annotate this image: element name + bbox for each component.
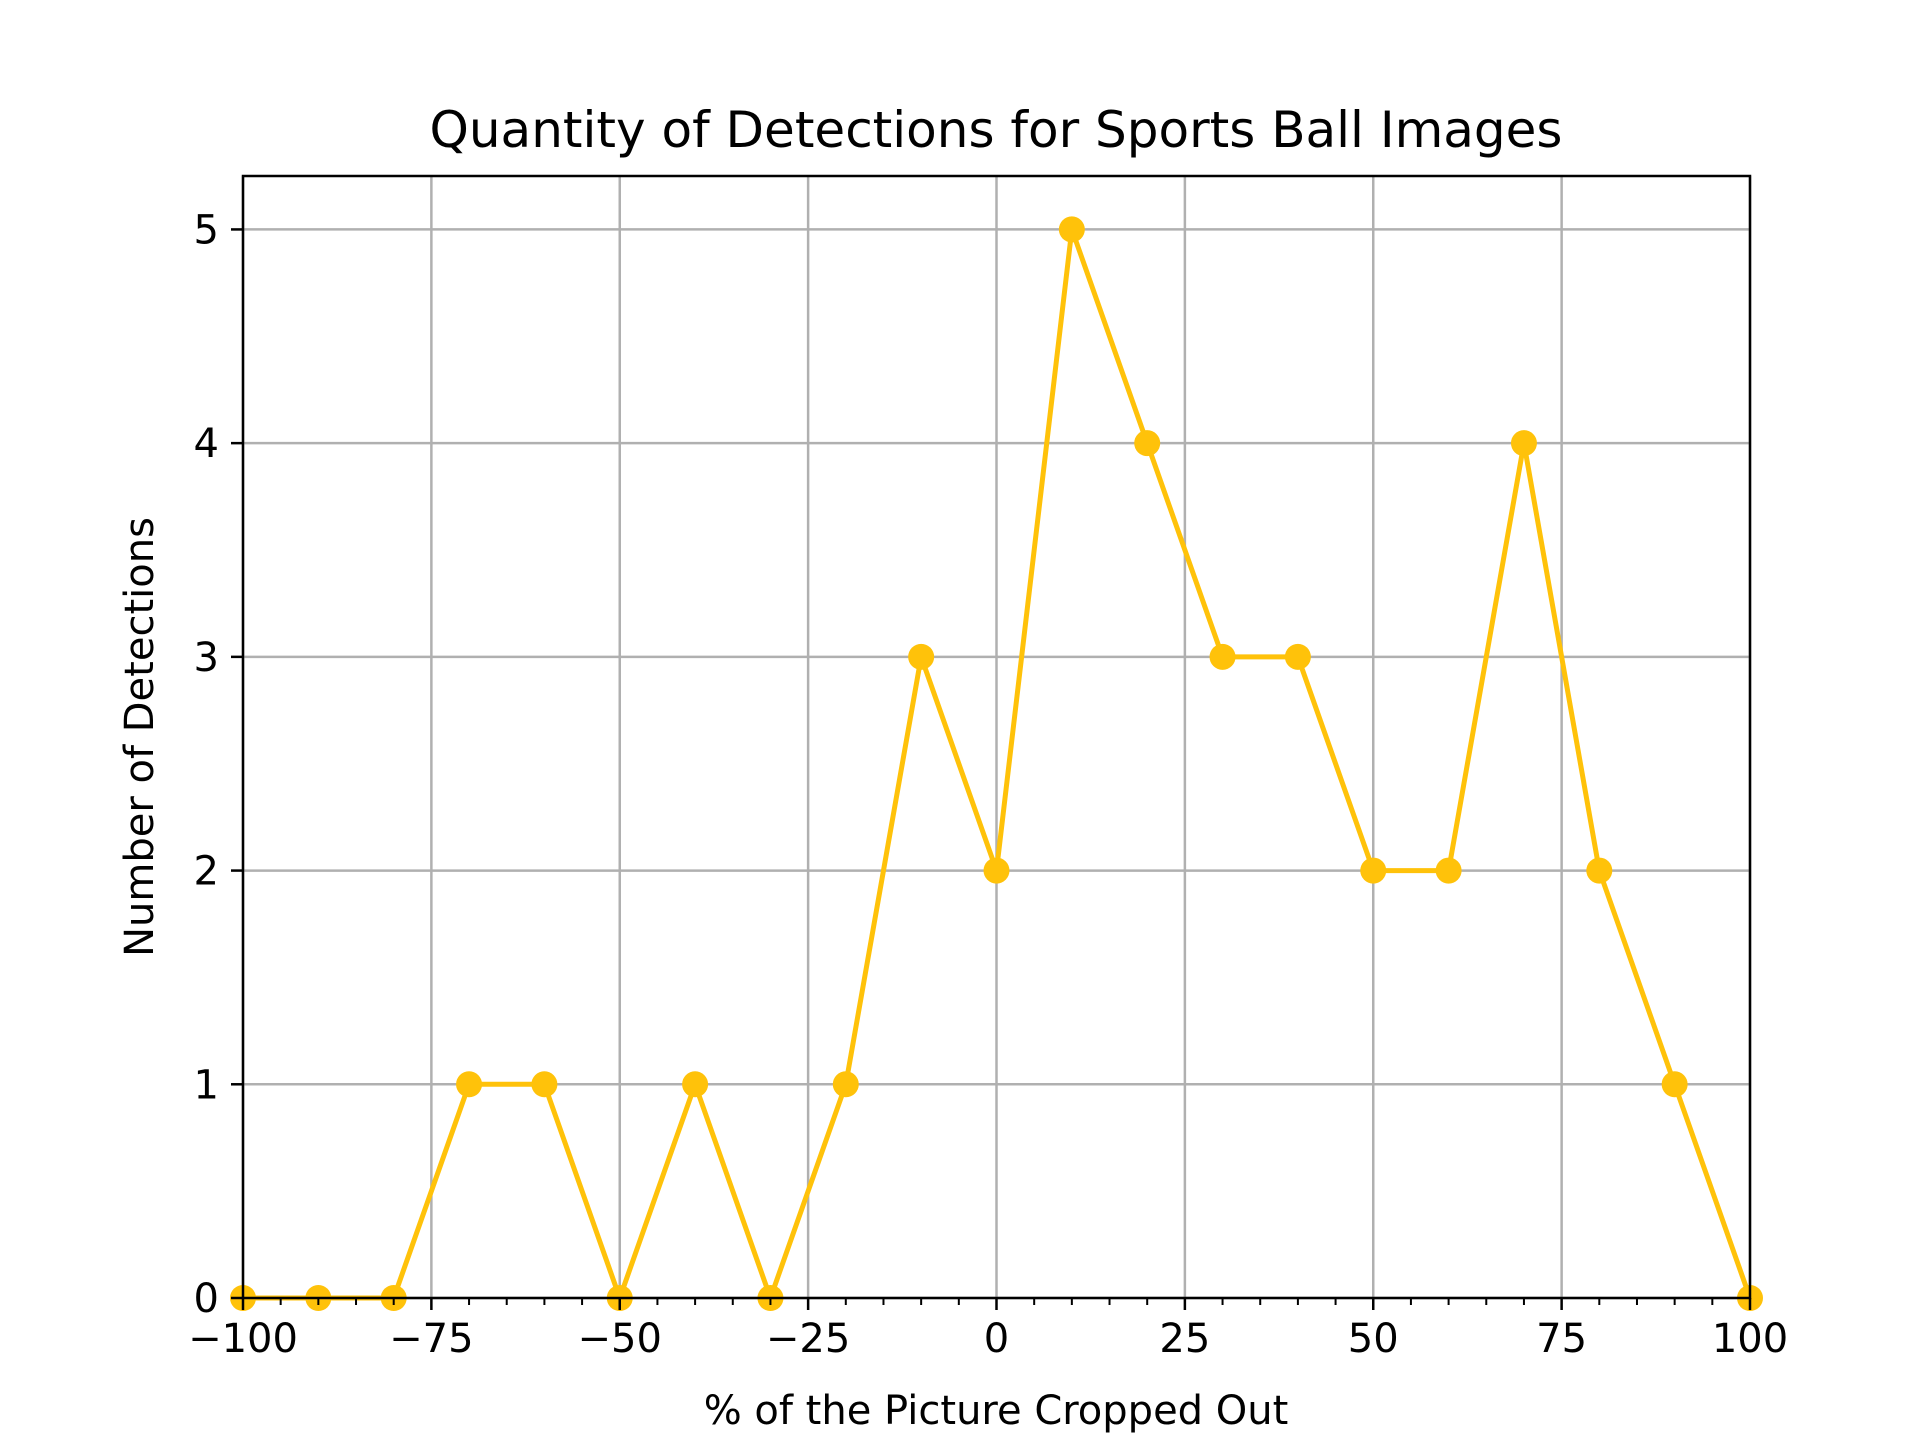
axis-ticks: −100 −75 −50 −25 0 25 50 75 100 0 1 2 3 4 5 bbox=[188, 207, 1788, 1362]
data-point bbox=[1510, 430, 1537, 457]
data-point bbox=[1134, 430, 1161, 457]
x-tick-label: −75 bbox=[389, 1316, 473, 1362]
data-point bbox=[1661, 1071, 1688, 1098]
x-tick-label: −50 bbox=[578, 1316, 662, 1362]
x-tick-label: 100 bbox=[1712, 1316, 1788, 1362]
x-tick-label: −25 bbox=[766, 1316, 850, 1362]
y-tick-label: 5 bbox=[194, 207, 219, 253]
data-point bbox=[908, 643, 935, 670]
data-point bbox=[1284, 643, 1311, 670]
data-point bbox=[1435, 857, 1462, 884]
data-point bbox=[1586, 857, 1613, 884]
data-point bbox=[832, 1071, 859, 1098]
y-tick-label: 0 bbox=[194, 1276, 219, 1322]
y-tick-label: 2 bbox=[194, 849, 219, 895]
y-tick-label: 4 bbox=[194, 421, 219, 467]
x-tick-label: 0 bbox=[984, 1316, 1009, 1362]
data-point bbox=[983, 857, 1010, 884]
x-tick-label: 75 bbox=[1536, 1316, 1587, 1362]
grid-lines bbox=[241, 176, 1752, 1300]
chart-title: Quantity of Detections for Sports Ball I… bbox=[430, 101, 1563, 159]
data-point bbox=[682, 1071, 709, 1098]
data-point bbox=[531, 1071, 558, 1098]
data-point bbox=[1209, 643, 1236, 670]
data-point bbox=[1360, 857, 1387, 884]
y-axis-label: Number of Detections bbox=[117, 517, 163, 957]
data-point bbox=[1058, 216, 1085, 243]
y-tick-label: 1 bbox=[194, 1062, 219, 1108]
y-tick-label: 3 bbox=[194, 635, 219, 681]
x-tick-label: −100 bbox=[188, 1316, 298, 1362]
x-axis-label: % of the Picture Cropped Out bbox=[704, 1388, 1289, 1434]
x-tick-label: 50 bbox=[1348, 1316, 1399, 1362]
x-tick-label: 25 bbox=[1159, 1316, 1210, 1362]
data-point bbox=[456, 1071, 483, 1098]
